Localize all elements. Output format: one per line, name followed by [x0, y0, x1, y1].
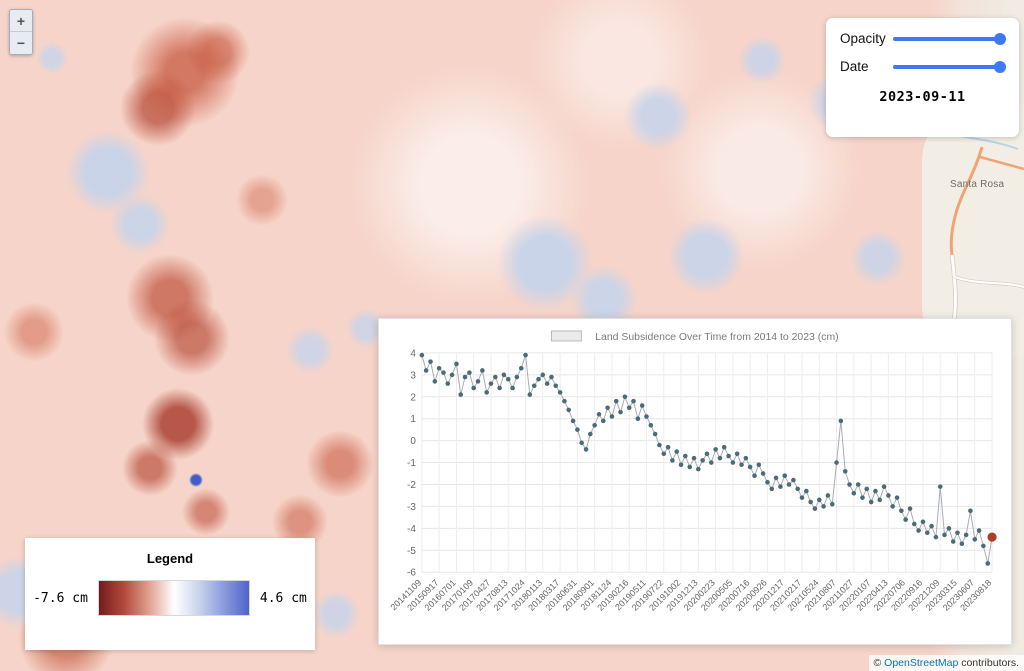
svg-text:1: 1: [410, 414, 416, 425]
opacity-slider[interactable]: [893, 32, 1006, 46]
svg-text:0: 0: [410, 436, 416, 447]
svg-text:3: 3: [410, 370, 416, 381]
svg-text:-1: -1: [407, 458, 416, 469]
basemap-area: Santa Rosa: [922, 105, 1024, 355]
svg-text:4: 4: [410, 348, 416, 359]
openstreetmap-link[interactable]: OpenStreetMap: [884, 657, 959, 669]
svg-text:-3: -3: [407, 502, 416, 513]
svg-text:2: 2: [410, 392, 416, 403]
zoom-out-button[interactable]: −: [10, 32, 32, 54]
legend-panel: Legend -7.6 cm 4.6 cm: [25, 538, 315, 650]
date-label: Date: [840, 59, 869, 74]
legend-gradient-bar: [97, 580, 250, 616]
svg-text:-4: -4: [407, 524, 416, 535]
opacity-label: Opacity: [840, 31, 886, 46]
date-row: Date: [840, 59, 1006, 74]
road-branch: [979, 155, 1024, 171]
legend-max-label: 4.6 cm: [259, 590, 307, 606]
date-slider-thumb[interactable]: [993, 60, 1006, 73]
attribution: © OpenStreetMap contributors.: [868, 655, 1024, 671]
road-primary: [949, 146, 984, 256]
roads: [929, 122, 1024, 334]
place-label: Santa Rosa: [950, 179, 1005, 190]
subsidence-chart: 43210-1-2-3-4-5-620141109201509172016070…: [388, 330, 997, 613]
selected-date-value: 2023-09-11: [879, 89, 966, 105]
legend-min-label: -7.6 cm: [33, 590, 88, 606]
opacity-slider-track[interactable]: [893, 37, 1005, 41]
layer-control-panel: Opacity Date 2023-09-11: [826, 18, 1019, 137]
date-slider[interactable]: [893, 60, 1006, 74]
date-slider-track[interactable]: [893, 65, 1005, 69]
svg-text:Land Subsidence Over Time from: Land Subsidence Over Time from 2014 to 2…: [595, 332, 838, 343]
legend-row: -7.6 cm 4.6 cm: [25, 580, 315, 616]
svg-text:-5: -5: [407, 546, 416, 557]
attribution-suffix: contributors.: [958, 657, 1019, 669]
svg-text:-2: -2: [407, 480, 416, 491]
legend-title: Legend: [146, 551, 194, 566]
chart-panel: 4 3 2 1 0 -1 -2 -3 -4 -5 -6 20141109 20150917 2016070…: [378, 318, 1012, 645]
zoom-in-button[interactable]: +: [10, 10, 32, 32]
svg-text:-6: -6: [407, 568, 416, 579]
opacity-slider-thumb[interactable]: [993, 32, 1006, 45]
zoom-control: + −: [9, 9, 33, 55]
opacity-row: Opacity: [840, 31, 1006, 46]
road-minor: [954, 275, 1024, 289]
attribution-prefix: ©: [873, 657, 885, 669]
